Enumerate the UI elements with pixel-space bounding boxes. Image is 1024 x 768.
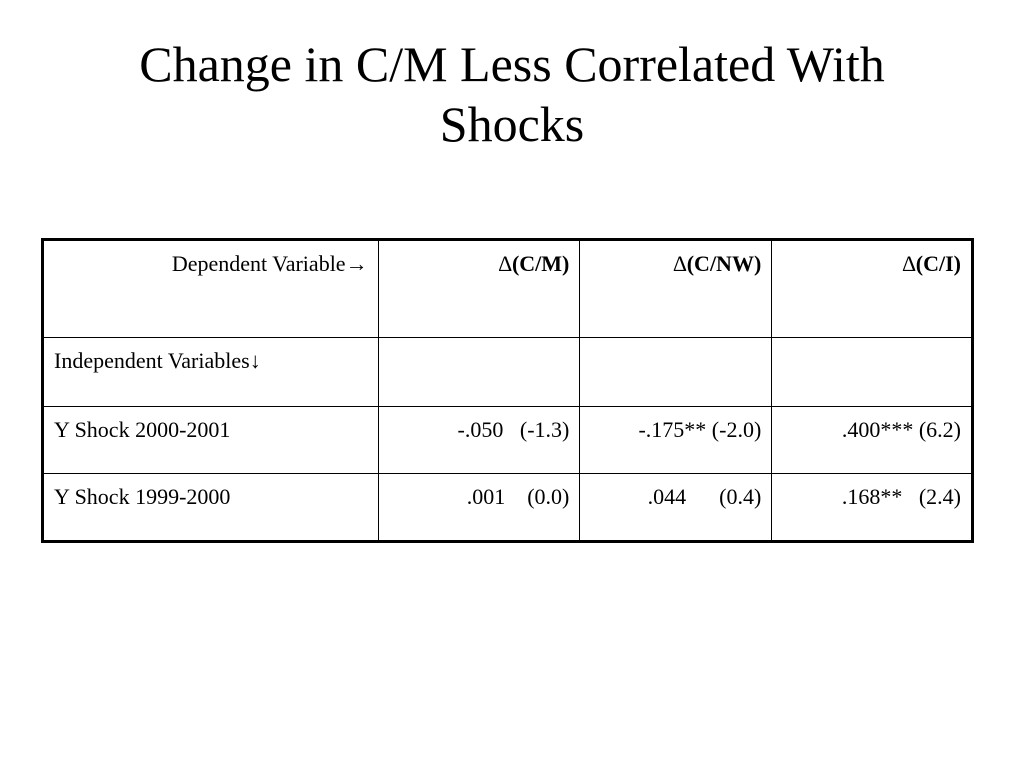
row-label: Y Shock 1999-2000 xyxy=(42,473,379,542)
table-header-row: Dependent Variable→ ∆(C/M) ∆(C/NW) ∆(C/I… xyxy=(42,239,973,338)
slide-title-line-1: Change in C/M Less Correlated With xyxy=(139,36,885,92)
column-header-label: (C/NW) xyxy=(686,251,762,276)
table-row: Y Shock 1999-2000 .001 (0.0) .044 (0.4) … xyxy=(42,473,973,542)
coefficient-cell: .001 (0.0) xyxy=(377,473,581,542)
coefficient-cell: -.050 (-1.3) xyxy=(377,406,581,474)
empty-cell xyxy=(579,337,773,407)
table-row: Y Shock 2000-2001 -.050 (-1.3) -.175** (… xyxy=(42,406,973,474)
column-header-ci: ∆(C/I) xyxy=(771,239,973,338)
row-label: Y Shock 2000-2001 xyxy=(42,406,379,474)
column-header-label: (C/I) xyxy=(915,251,961,276)
slide-title: Change in C/M Less Correlated With Shock… xyxy=(40,34,984,154)
dependent-variable-label: Dependent Variable→ xyxy=(42,239,379,338)
empty-cell xyxy=(377,337,581,407)
column-header-label: (C/M) xyxy=(511,251,570,276)
regression-table: Dependent Variable→ ∆(C/M) ∆(C/NW) ∆(C/I… xyxy=(41,238,974,543)
delta-symbol: ∆ xyxy=(673,251,687,276)
empty-cell xyxy=(771,337,973,407)
column-header-cm: ∆(C/M) xyxy=(377,239,581,338)
independent-variables-row: Independent Variables↓ xyxy=(42,337,973,407)
delta-symbol: ∆ xyxy=(902,251,916,276)
coefficient-cell: .168** (2.4) xyxy=(771,473,973,542)
coefficient-cell: -.175** (-2.0) xyxy=(579,406,773,474)
slide-title-line-2: Shocks xyxy=(439,96,585,152)
coefficient-cell: .400*** (6.2) xyxy=(771,406,973,474)
independent-variables-label: Independent Variables↓ xyxy=(42,337,379,407)
coefficient-cell: .044 (0.4) xyxy=(579,473,773,542)
delta-symbol: ∆ xyxy=(498,251,512,276)
column-header-cnw: ∆(C/NW) xyxy=(579,239,773,338)
